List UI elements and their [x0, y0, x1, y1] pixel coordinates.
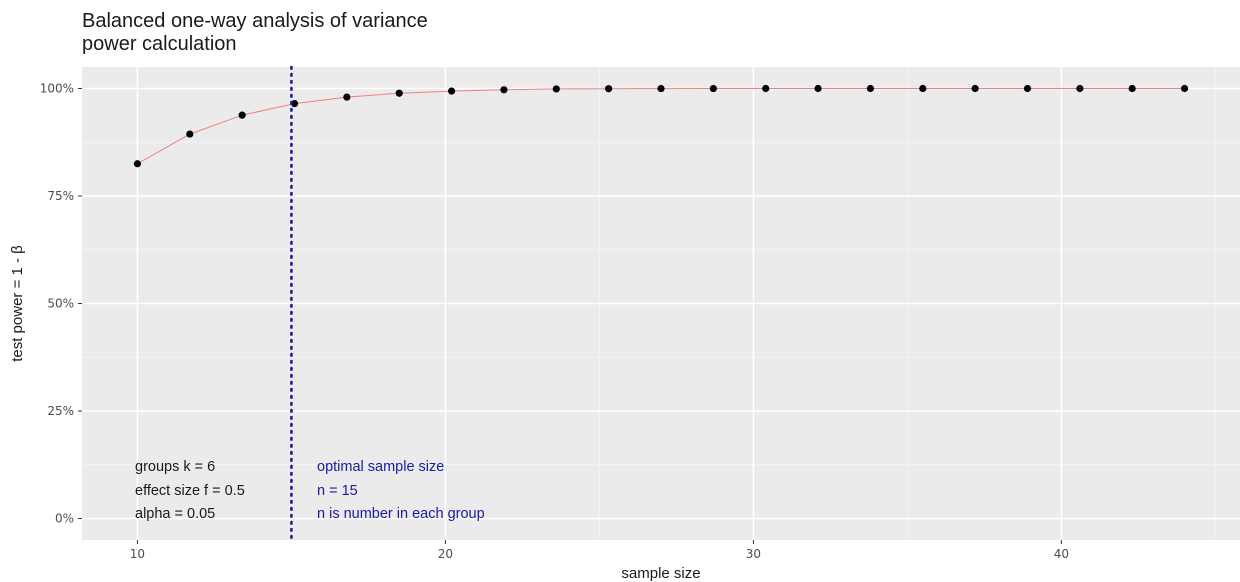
- power-points: [133, 84, 1189, 168]
- parameter-annotation-line: groups k = 6: [135, 459, 215, 475]
- x-tick-label: 20: [438, 547, 453, 561]
- data-point: [1023, 84, 1032, 93]
- data-point: [814, 84, 822, 93]
- data-point: [762, 84, 770, 93]
- data-point: [1076, 84, 1084, 93]
- data-point: [343, 93, 351, 101]
- y-axis-title: test power = 1 - β: [9, 245, 26, 362]
- data-point: [1128, 84, 1136, 93]
- chart-title-line-1: Balanced one-way analysis of variance: [82, 10, 428, 32]
- optimal-size-annotation: optimal sample size n = 15 n is number in …: [317, 459, 485, 522]
- data-point: [866, 84, 875, 93]
- x-tick-label: 30: [746, 547, 761, 561]
- data-point: [238, 111, 246, 119]
- y-tick-label: 0%: [55, 512, 74, 526]
- optimal-size-annotation-line: n is number in each group: [317, 506, 485, 522]
- data-point: [395, 89, 403, 97]
- y-tick-label: 100%: [40, 82, 74, 96]
- data-point: [447, 87, 456, 95]
- data-point: [971, 84, 979, 93]
- parameter-annotation-line: effect size f = 0.5: [135, 483, 245, 499]
- y-tick-label: 75%: [47, 189, 74, 203]
- data-point: [186, 130, 194, 138]
- y-tick-label: 25%: [47, 404, 74, 418]
- x-tick-label: 10: [130, 547, 145, 561]
- data-point: [605, 85, 613, 93]
- data-point: [919, 84, 927, 93]
- x-axis-title: sample size: [621, 565, 700, 582]
- axis-ticks: 10 20 30 40 0% 25% 50% 75% 100%: [40, 82, 1069, 562]
- chart-title: Balanced one-way analysis of variance po…: [82, 10, 428, 56]
- y-tick-label: 50%: [47, 297, 74, 311]
- parameter-annotation-line: alpha = 0.05: [135, 506, 215, 522]
- data-point: [290, 99, 299, 108]
- chart-title-line-2: power calculation: [82, 33, 237, 55]
- optimal-size-annotation-line: optimal sample size: [317, 459, 444, 475]
- data-point: [709, 84, 717, 93]
- data-point: [133, 160, 142, 168]
- parameters-annotation: groups k = 6 effect size f = 0.5 alpha = 0…: [135, 459, 245, 522]
- data-point: [552, 85, 560, 93]
- x-tick-label: 40: [1054, 547, 1069, 561]
- data-point: [1180, 84, 1189, 93]
- data-point: [657, 84, 665, 93]
- data-point: [500, 86, 508, 94]
- optimal-size-annotation-line: n = 15: [317, 483, 358, 499]
